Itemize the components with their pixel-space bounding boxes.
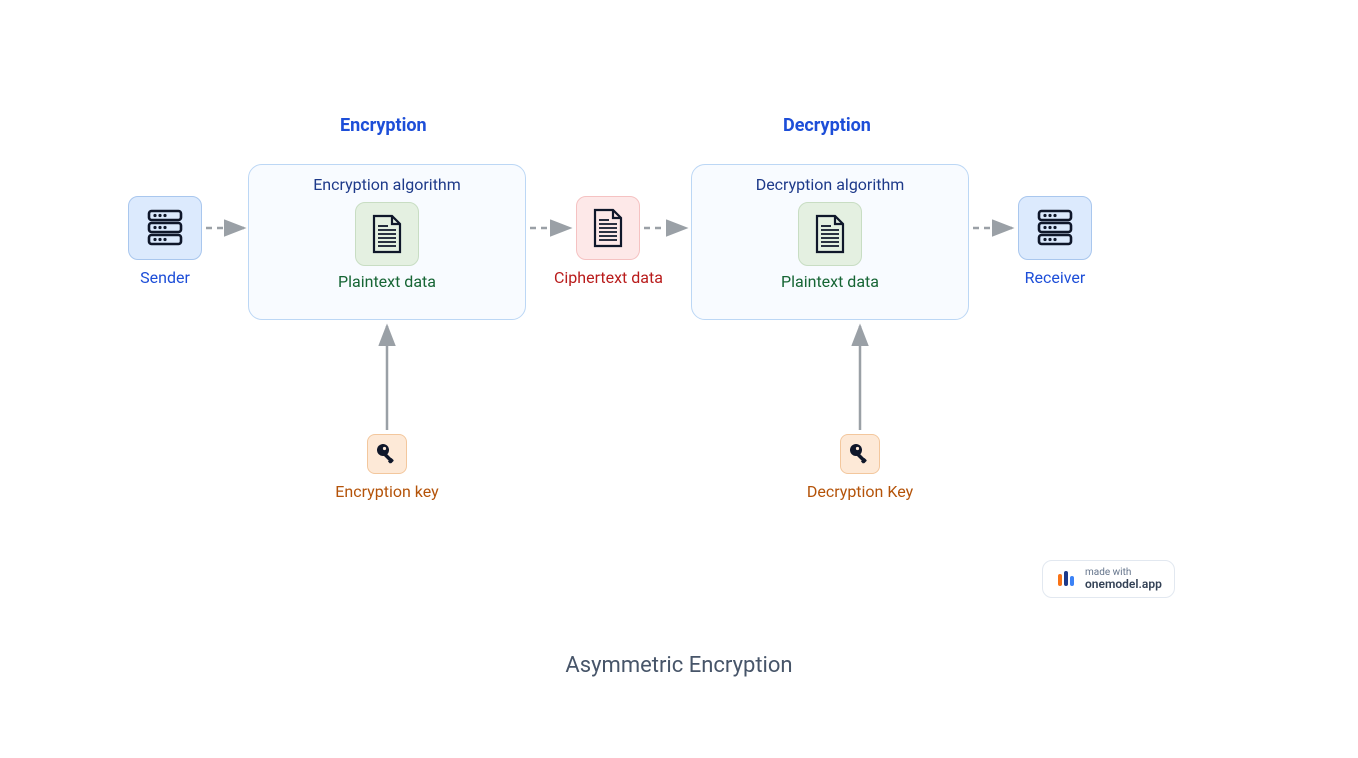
edges-layer [0, 0, 1358, 758]
watermark-line2: onemodel.app [1085, 578, 1162, 591]
diagram-caption: Asymmetric Encryption [565, 653, 792, 678]
onemodel-logo-icon [1055, 568, 1077, 590]
diagram-canvas: Encryption Decryption Sender Encryption … [0, 0, 1358, 758]
watermark-badge: made with onemodel.app [1042, 560, 1175, 598]
